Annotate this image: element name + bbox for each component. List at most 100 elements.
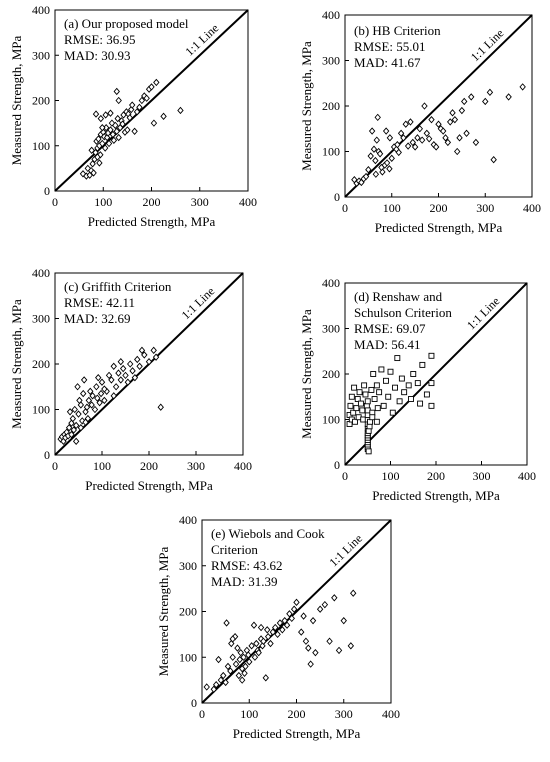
- data-point: [92, 110, 100, 118]
- data-point: [378, 366, 385, 373]
- x-tick-label: 300: [473, 469, 491, 483]
- data-point: [238, 676, 246, 684]
- data-point: [369, 414, 376, 421]
- data-point: [407, 118, 414, 126]
- data-point: [251, 653, 259, 661]
- data-point: [361, 382, 368, 389]
- data-point: [404, 142, 412, 150]
- data-point: [112, 121, 119, 130]
- panel-annotation: (b) HB Criterion: [354, 23, 441, 38]
- data-point: [347, 642, 355, 650]
- one-to-one-line: [344, 14, 533, 198]
- y-tick-label: 400: [32, 3, 50, 17]
- data-point: [117, 376, 124, 384]
- data-point: [486, 88, 494, 97]
- data-point: [394, 140, 401, 149]
- y-tick-label: 400: [322, 8, 340, 22]
- data-point: [505, 93, 512, 101]
- data-point: [119, 120, 126, 128]
- y-tick-label: 0: [334, 190, 340, 204]
- data-point: [414, 380, 421, 387]
- data-point: [362, 172, 370, 181]
- data-point: [95, 373, 102, 382]
- data-point: [442, 134, 449, 142]
- x-tick-label: 0: [52, 195, 58, 209]
- data-point: [237, 648, 244, 657]
- data-point: [126, 114, 133, 122]
- y-tick-label: 300: [322, 54, 340, 68]
- x-axis-label: Predicted Strength, MPa: [85, 478, 213, 493]
- data-point: [227, 667, 234, 675]
- panel-annotation: MAD: 41.67: [354, 55, 421, 70]
- data-point: [75, 410, 82, 418]
- data-point: [124, 126, 131, 134]
- data-point: [222, 678, 229, 687]
- data-point: [83, 403, 91, 411]
- data-point: [112, 383, 120, 391]
- data-point: [99, 139, 106, 148]
- data-point: [234, 644, 241, 652]
- data-point: [439, 127, 447, 135]
- panel-annotation: RMSE: 43.62: [211, 558, 283, 573]
- data-point: [376, 389, 383, 396]
- data-point: [490, 156, 497, 164]
- data-point: [347, 402, 354, 409]
- data-point: [246, 658, 253, 666]
- data-point: [428, 352, 435, 359]
- x-tick-label: 100: [382, 469, 400, 483]
- panel-annotation: RMSE: 42.11: [64, 295, 135, 310]
- y-axis-label: Measured Strength, MPa: [9, 299, 24, 429]
- data-point: [89, 160, 96, 168]
- data-point: [359, 407, 366, 414]
- data-point: [255, 648, 262, 657]
- data-point: [446, 118, 454, 126]
- x-tick-label: 200: [430, 201, 448, 215]
- data-point: [99, 123, 106, 132]
- data-point: [378, 163, 385, 172]
- data-point: [94, 153, 101, 161]
- x-tick-label: 400: [382, 707, 400, 721]
- data-point: [482, 97, 489, 106]
- data-point: [432, 143, 440, 151]
- data-point: [109, 130, 117, 139]
- data-point: [379, 168, 386, 176]
- data-point: [286, 610, 293, 618]
- x-tick-label: 100: [240, 707, 258, 721]
- data-point: [131, 127, 138, 135]
- y-tick-label: 200: [179, 605, 197, 619]
- data-point: [77, 424, 85, 432]
- data-point: [368, 127, 376, 135]
- x-axis-label: Predicted Strength, MPa: [372, 488, 500, 503]
- data-point: [217, 676, 225, 684]
- y-tick-label: 200: [322, 99, 340, 113]
- x-tick-label: 100: [94, 195, 112, 209]
- data-point: [300, 612, 307, 620]
- data-point: [262, 674, 269, 682]
- data-point: [340, 616, 347, 625]
- data-point: [150, 119, 158, 127]
- one-to-one-line: [344, 282, 528, 466]
- data-point: [468, 93, 475, 101]
- data-point: [97, 114, 105, 123]
- data-point: [316, 605, 324, 613]
- data-point: [279, 626, 286, 634]
- data-point: [141, 351, 148, 359]
- data-point: [65, 424, 73, 432]
- y-tick-label: 400: [32, 266, 50, 280]
- data-point: [307, 660, 314, 668]
- data-point: [122, 371, 129, 380]
- panel-d: 0 100 200 300 400 0 100 200 300 400 Predicted Stre…: [299, 276, 536, 503]
- data-point: [372, 156, 379, 165]
- y-tick-label: 400: [322, 276, 340, 290]
- data-point: [115, 133, 122, 142]
- data-point: [110, 392, 117, 400]
- data-point: [107, 126, 114, 134]
- data-point: [458, 106, 466, 115]
- data-point: [293, 598, 300, 607]
- x-tick-label: 400: [523, 201, 541, 215]
- panel-annotation: RMSE: 69.07: [354, 321, 426, 336]
- data-point: [423, 129, 431, 137]
- x-tick-label: 300: [335, 707, 353, 721]
- data-point: [240, 653, 247, 661]
